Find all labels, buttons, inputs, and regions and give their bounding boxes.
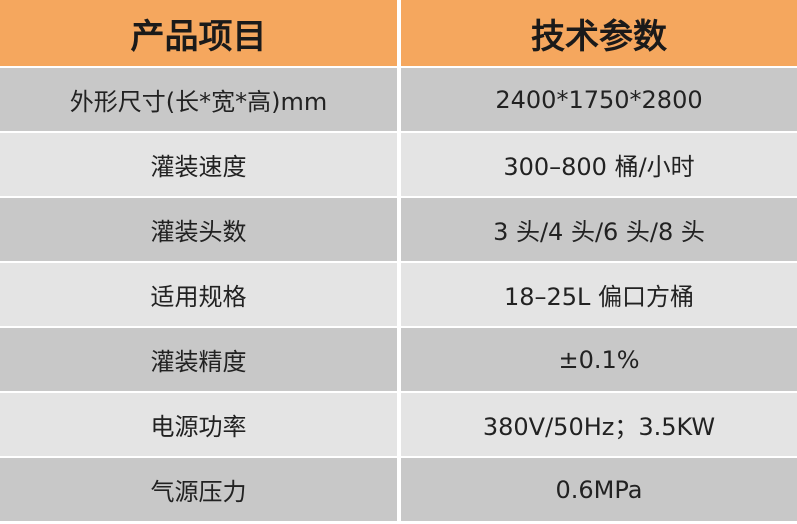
item-cell: 灌装精度 xyxy=(0,328,397,391)
param-cell: 380V/50Hz；3.5KW xyxy=(401,393,797,456)
param-cell: 0.6MPa xyxy=(401,458,797,521)
header-cell: 技术参数 xyxy=(401,0,797,66)
item-cell: 电源功率 xyxy=(0,393,397,456)
header-cell: 产品项目 xyxy=(0,0,397,66)
param-cell: 2400*1750*2800 xyxy=(401,68,797,131)
item-cell: 灌装速度 xyxy=(0,133,397,196)
item-cell: 外形尺寸(长*宽*高)mm xyxy=(0,68,397,131)
item-cell: 气源压力 xyxy=(0,458,397,521)
param-cell: 3 头/4 头/6 头/8 头 xyxy=(401,198,797,261)
item-cell: 适用规格 xyxy=(0,263,397,326)
param-cell: ±0.1% xyxy=(401,328,797,391)
item-cell: 灌装头数 xyxy=(0,198,397,261)
param-cell: 18–25L 偏口方桶 xyxy=(401,263,797,326)
param-cell: 300–800 桶/小时 xyxy=(401,133,797,196)
